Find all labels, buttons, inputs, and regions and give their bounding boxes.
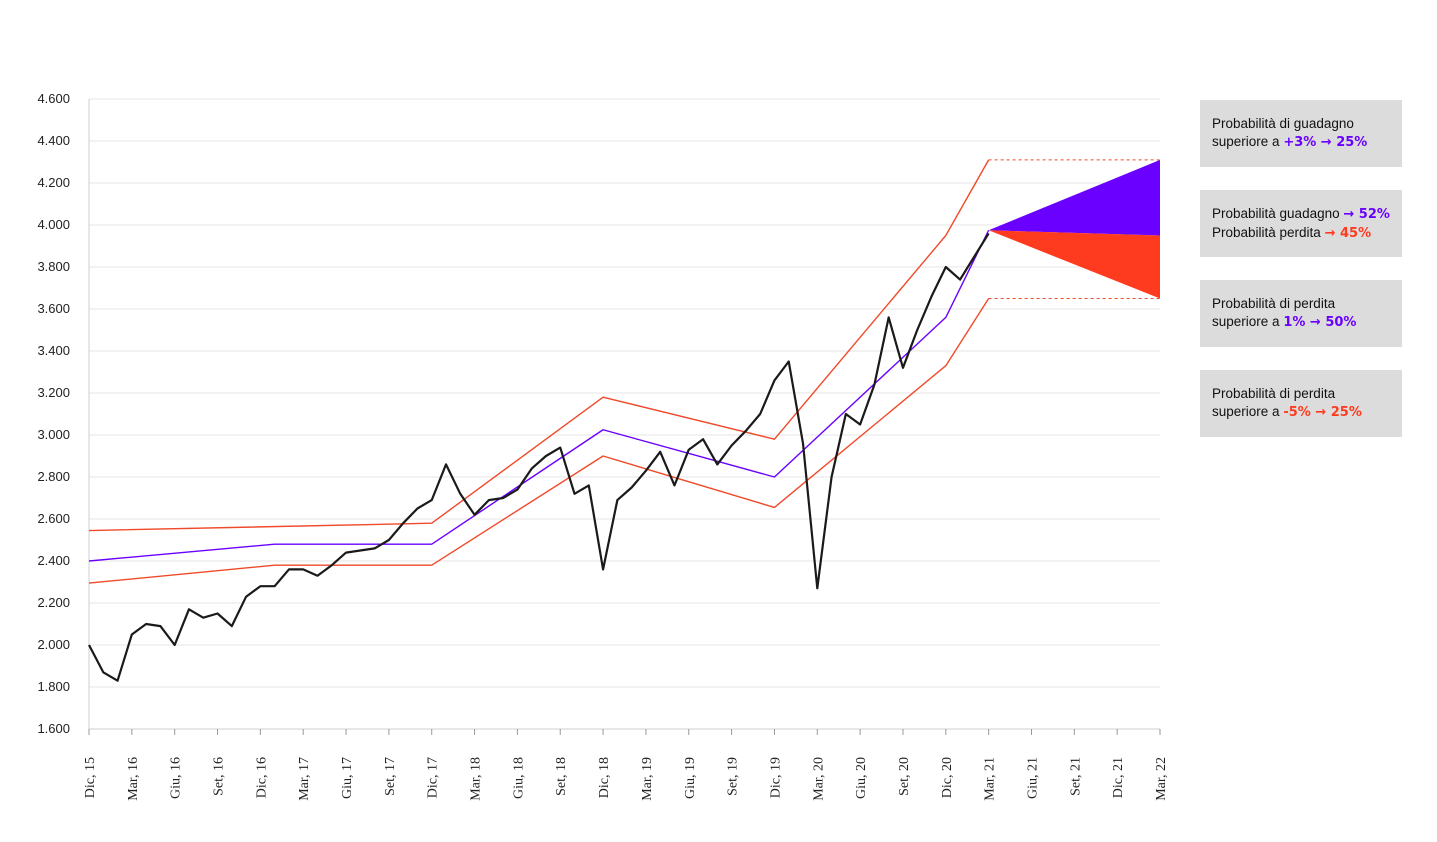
y-tick-label: 4.000 xyxy=(37,217,70,232)
x-tick-label: Set, 20 xyxy=(897,757,912,796)
y-tick-label: 2.800 xyxy=(37,469,70,484)
info-text: Probabilità guadagno xyxy=(1212,206,1340,221)
x-tick-label: Mar, 21 xyxy=(983,757,998,801)
x-tick-label: Mar, 19 xyxy=(640,757,655,801)
y-tick-label: 1.600 xyxy=(37,721,70,736)
x-tick-label: Mar, 17 xyxy=(297,757,312,801)
x-tick-label: Dic, 17 xyxy=(426,757,441,798)
series-line xyxy=(88,232,990,682)
info-text: Probabilità di guadagno xyxy=(1212,116,1354,131)
x-tick-label: Dic, 18 xyxy=(597,757,612,798)
y-tick-label: 2.000 xyxy=(37,637,70,652)
info-line: Probabilità di guadagno xyxy=(1212,115,1402,133)
y-tick-label: 2.200 xyxy=(37,595,70,610)
y-tick-label: 1.800 xyxy=(37,679,70,694)
info-line: superiore a +3% → 25% xyxy=(1212,133,1402,152)
info-highlight: 1% → 50% xyxy=(1283,315,1357,330)
info-text: superiore a xyxy=(1212,314,1280,329)
info-text: superiore a xyxy=(1212,404,1280,419)
y-tick-label: 3.000 xyxy=(37,427,70,442)
info-text: Probabilità perdita xyxy=(1212,225,1321,240)
x-tick-label: Dic, 15 xyxy=(83,757,98,798)
x-tick-label: Dic, 21 xyxy=(1111,757,1126,798)
info-box: Probabilità di guadagno superiore a +3% →… xyxy=(1200,100,1402,167)
x-tick-label: Giu, 18 xyxy=(511,757,526,799)
series-line xyxy=(88,229,990,562)
y-tick-label: 2.600 xyxy=(37,511,70,526)
info-text: Probabilità di perdita xyxy=(1212,386,1336,401)
x-tick-label: Giu, 17 xyxy=(340,757,355,799)
y-tick-label: 3.200 xyxy=(37,385,70,400)
y-tick-label: 4.600 xyxy=(37,91,70,106)
x-tick-label: Mar, 20 xyxy=(811,757,826,801)
info-line: Probabilità guadagno → 52% xyxy=(1212,205,1402,224)
x-tick-label: Set, 16 xyxy=(212,757,227,796)
series-line xyxy=(88,159,990,532)
info-line: superiore a -5% → 25% xyxy=(1212,403,1402,422)
probability-cone xyxy=(988,159,1160,236)
x-tick-label: Mar, 22 xyxy=(1154,757,1169,801)
x-tick-label: Set, 17 xyxy=(383,757,398,796)
info-text: Probabilità di perdita xyxy=(1212,296,1336,311)
info-highlight: -5% → 25% xyxy=(1283,405,1362,420)
y-tick-label: 3.600 xyxy=(37,301,70,316)
y-tick-label: 3.800 xyxy=(37,259,70,274)
info-line: Probabilità di perdita xyxy=(1212,295,1402,313)
x-tick-label: Giu, 20 xyxy=(854,757,869,799)
series-line xyxy=(88,298,990,584)
x-tick-label: Dic, 20 xyxy=(940,757,955,798)
x-tick-label: Giu, 21 xyxy=(1025,757,1040,799)
x-tick-label: Set, 19 xyxy=(726,757,741,796)
info-highlight: → 52% xyxy=(1343,207,1390,222)
x-tick-label: Dic, 19 xyxy=(768,757,783,798)
info-highlight: → 45% xyxy=(1324,226,1372,241)
info-box: Probabilità di perdita superiore a -5% → … xyxy=(1200,370,1402,437)
x-tick-label: Dic, 16 xyxy=(254,757,269,798)
y-tick-label: 4.400 xyxy=(37,133,70,148)
x-tick-label: Mar, 18 xyxy=(469,757,484,801)
y-tick-label: 4.200 xyxy=(37,175,70,190)
info-text: superiore a xyxy=(1212,134,1280,149)
info-line: Probabilità perdita → 45% xyxy=(1212,224,1402,243)
info-box: Probabilità di perdita superiore a 1% → 5… xyxy=(1200,280,1402,347)
y-tick-label: 3.400 xyxy=(37,343,70,358)
x-tick-label: Set, 21 xyxy=(1068,757,1083,796)
y-tick-label: 2.400 xyxy=(37,553,70,568)
info-highlight: +3% → 25% xyxy=(1283,135,1368,150)
info-line: superiore a 1% → 50% xyxy=(1212,313,1402,332)
x-tick-label: Giu, 19 xyxy=(683,757,698,799)
probability-cone xyxy=(988,230,1160,299)
x-tick-label: Giu, 16 xyxy=(169,757,184,799)
x-tick-label: Set, 18 xyxy=(554,757,569,796)
info-line: Probabilità di perdita xyxy=(1212,385,1402,403)
x-tick-label: Mar, 16 xyxy=(126,757,141,801)
info-box: Probabilità guadagno → 52% Probabilità pe… xyxy=(1200,190,1402,257)
